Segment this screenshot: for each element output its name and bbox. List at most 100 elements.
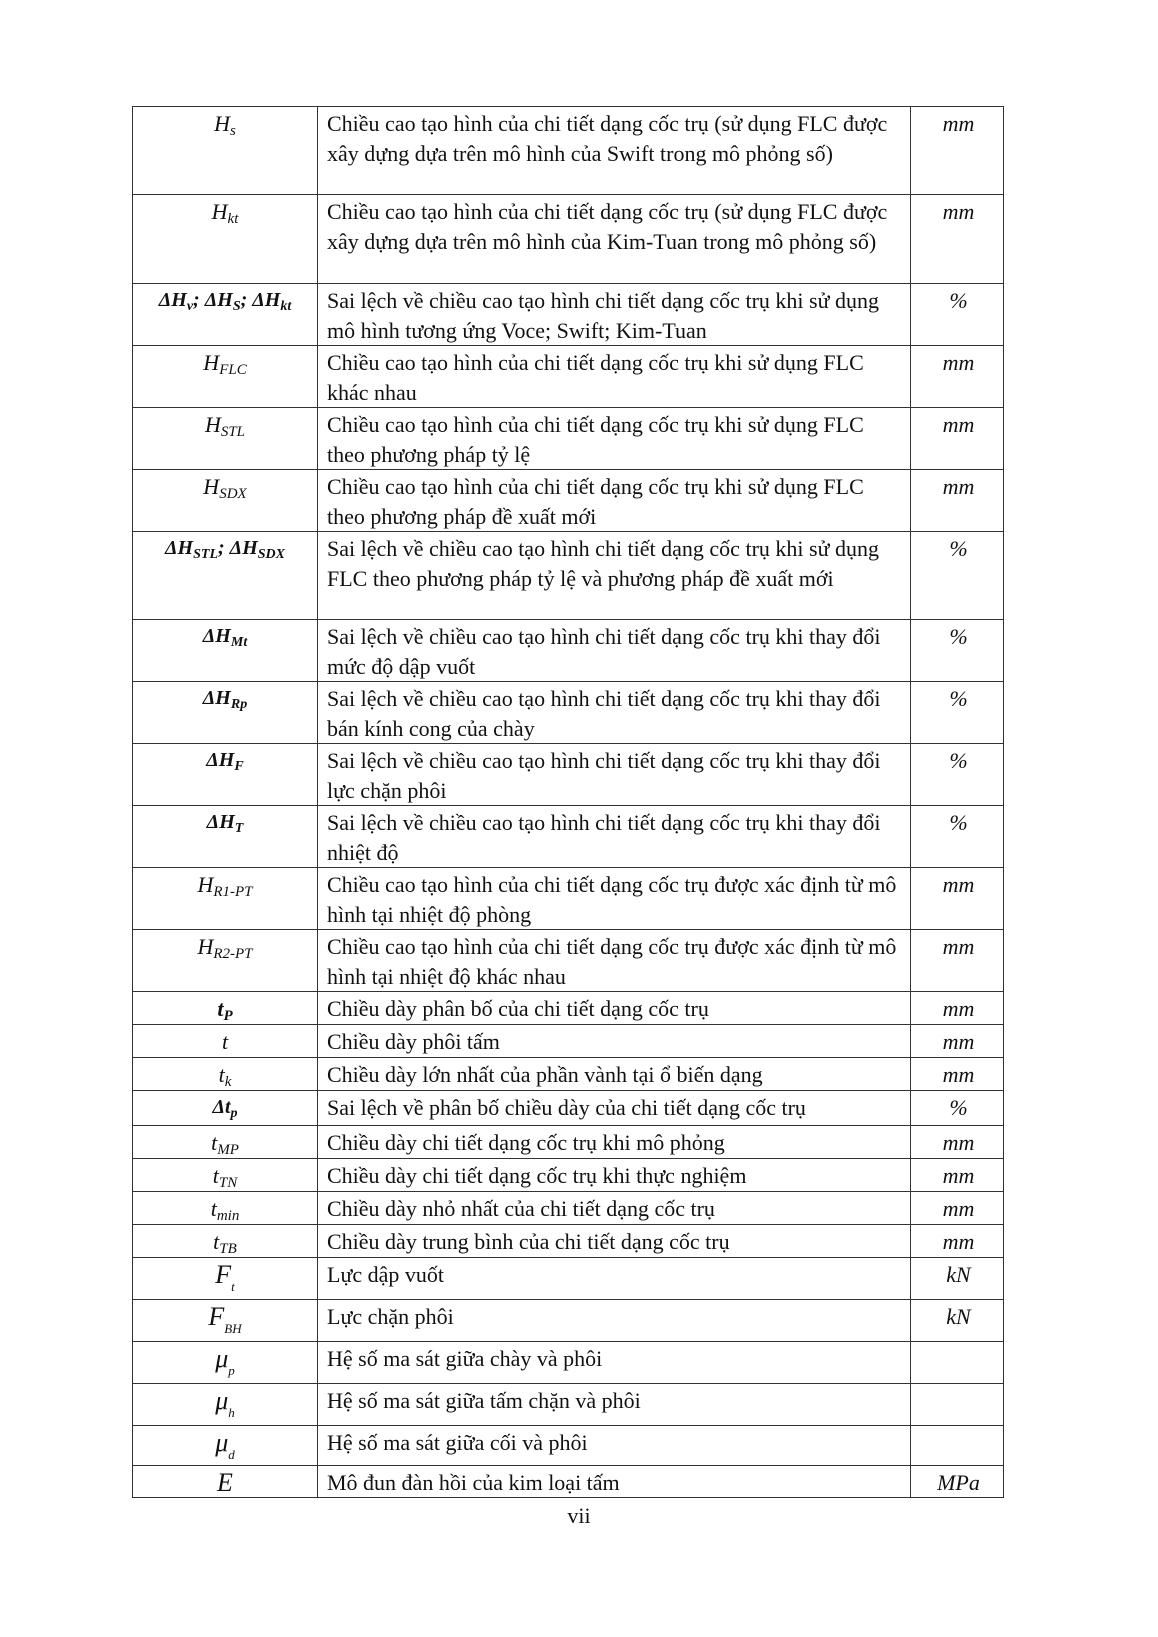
- table-row: Ft Lực dập vuốt kN: [132, 1256, 1004, 1300]
- symbol-subscript: kt: [227, 211, 239, 227]
- symbol-cell: Hkt: [132, 194, 318, 284]
- symbol-cell: tTN: [132, 1157, 318, 1192]
- symbol-cell: μd: [132, 1424, 318, 1466]
- symbol-subscript: SDX: [257, 547, 285, 562]
- symbol-cell: ΔHRp: [132, 681, 318, 744]
- symbol-subscript: p: [228, 1362, 235, 1378]
- symbol-base: t: [211, 1129, 218, 1155]
- description-cell: Sai lệch về phân bố chiều dày của chi ti…: [317, 1089, 911, 1126]
- symbol-base: H: [203, 350, 220, 375]
- symbol-cell: tP: [132, 991, 318, 1025]
- description-cell: Chiều dày nhỏ nhất của chi tiết dạng cốc…: [317, 1190, 911, 1225]
- symbol-base: μ: [215, 1427, 229, 1457]
- unit-cell: %: [910, 283, 1004, 346]
- unit-cell: %: [910, 1089, 1004, 1126]
- symbol-cell: HSDX: [132, 469, 318, 532]
- symbol-base: ΔH: [202, 687, 231, 709]
- symbol-base: F: [208, 1301, 225, 1331]
- description-cell: Lực dập vuốt: [317, 1256, 911, 1300]
- unit-cell: [910, 1424, 1004, 1466]
- symbol-cell: Δtp: [132, 1089, 318, 1126]
- symbol-base: t: [218, 1061, 225, 1087]
- unit-cell: mm: [910, 407, 1004, 470]
- table-row: HSTL Chiều cao tạo hình của chi tiết dạng…: [132, 407, 1004, 470]
- symbol-base: ΔH: [206, 749, 235, 771]
- unit-cell: [910, 1340, 1004, 1384]
- unit-cell: mm: [910, 469, 1004, 532]
- symbol-cell: ΔHv; ΔHS; ΔHkt: [132, 283, 318, 346]
- symbol-base: H: [203, 474, 220, 499]
- unit-cell: mm: [910, 1024, 1004, 1058]
- symbol-subscript: min: [216, 1207, 240, 1224]
- symbol-subscript: MP: [217, 1141, 239, 1158]
- symbol-base: E: [217, 1467, 233, 1497]
- description-cell: Hệ số ma sát giữa cối và phôi: [317, 1424, 911, 1466]
- symbol-base: ΔH: [165, 537, 194, 559]
- table-row: tTB Chiều dày trung bình của chi tiết dạn…: [132, 1223, 1004, 1258]
- table-row: ΔHRp Sai lệch về chiều cao tạo hình chi t…: [132, 681, 1004, 744]
- symbol-base: t: [221, 1029, 229, 1054]
- unit-cell: %: [910, 619, 1004, 682]
- symbol-base: t: [213, 1228, 220, 1254]
- unit-cell: kN: [910, 1256, 1004, 1300]
- symbol-subscript: FLC: [219, 362, 247, 378]
- description-cell: Chiều cao tạo hình của chi tiết dạng cốc…: [317, 469, 911, 532]
- table-row: ΔHT Sai lệch về chiều cao tạo hình chi ti…: [132, 805, 1004, 868]
- description-cell: Sai lệch về chiều cao tạo hình chi tiết …: [317, 619, 911, 682]
- symbol-subscript: k: [224, 1073, 232, 1090]
- description-cell: Hệ số ma sát giữa tấm chặn và phôi: [317, 1382, 911, 1426]
- symbol-cell: FBH: [132, 1298, 318, 1342]
- description-cell: Chiều dày phân bố của chi tiết dạng cốc …: [317, 991, 911, 1025]
- table-row: HR2-PT Chiều cao tạo hình của chi tiết dạ…: [132, 929, 1004, 992]
- description-cell: Chiều dày trung bình của chi tiết dạng c…: [317, 1223, 911, 1258]
- description-cell: Chiều dày chi tiết dạng cốc trụ khi thực…: [317, 1157, 911, 1192]
- symbol-base: F: [215, 1259, 232, 1289]
- symbol-base: Δt: [212, 1095, 231, 1118]
- symbol-cell: ΔHF: [132, 743, 318, 806]
- symbol-cell: t: [132, 1024, 318, 1058]
- unit-cell: mm: [910, 194, 1004, 284]
- symbol-subscript: F: [234, 759, 244, 774]
- table-row: E Mô đun đàn hồi của kim loại tấm MPa: [132, 1464, 1004, 1498]
- symbol-base: μ: [215, 1343, 229, 1373]
- symbol-base: ; ΔH: [240, 289, 281, 311]
- table-row: tP Chiều dày phân bố của chi tiết dạng cố…: [132, 991, 1004, 1025]
- symbol-base: t: [217, 996, 224, 1021]
- symbol-subscript: R1-PT: [213, 884, 253, 900]
- symbol-base: H: [211, 199, 228, 224]
- unit-cell: mm: [910, 345, 1004, 408]
- symbol-subscript: h: [228, 1404, 235, 1420]
- symbol-cell: tMP: [132, 1124, 318, 1159]
- description-cell: Chiều cao tạo hình của chi tiết dạng cốc…: [317, 929, 911, 992]
- symbol-base: ; ΔH: [218, 537, 258, 559]
- table-row: HR1-PT Chiều cao tạo hình của chi tiết dạ…: [132, 867, 1004, 930]
- description-cell: Chiều cao tạo hình của chi tiết dạng cốc…: [317, 407, 911, 470]
- unit-cell: mm: [910, 991, 1004, 1025]
- symbol-subscript: P: [223, 1008, 233, 1024]
- symbol-base: μ: [215, 1385, 229, 1415]
- symbol-base: t: [212, 1162, 219, 1188]
- description-cell: Chiều cao tạo hình của chi tiết dạng cốc…: [317, 345, 911, 408]
- unit-cell: kN: [910, 1298, 1004, 1342]
- symbol-subscript: t: [231, 1278, 235, 1294]
- symbol-table: Hs Chiều cao tạo hình của chi tiết dạng c…: [132, 106, 1004, 1498]
- table-row: Δtp Sai lệch về phân bố chiều dày của chi…: [132, 1089, 1004, 1126]
- description-cell: Hệ số ma sát giữa chày và phôi: [317, 1340, 911, 1384]
- symbol-base: ΔH: [158, 289, 187, 311]
- unit-cell: %: [910, 681, 1004, 744]
- symbol-cell: ΔHMt: [132, 619, 318, 682]
- table-row: tk Chiều dày lớn nhất của phần vành tại ổ…: [132, 1056, 1004, 1091]
- table-row: μh Hệ số ma sát giữa tấm chặn và phôi: [132, 1382, 1004, 1426]
- symbol-subscript: BH: [224, 1320, 242, 1336]
- symbol-base: H: [197, 934, 214, 959]
- symbol-subscript: S: [232, 299, 241, 314]
- description-cell: Sai lệch về chiều cao tạo hình chi tiết …: [317, 531, 911, 620]
- unit-cell: mm: [910, 106, 1004, 195]
- symbol-base: H: [204, 412, 221, 437]
- symbol-cell: ΔHSTL; ΔHSDX: [132, 531, 318, 620]
- symbol-subscript: Rp: [230, 697, 248, 712]
- description-cell: Sai lệch về chiều cao tạo hình chi tiết …: [317, 283, 911, 346]
- symbol-subscript: kt: [280, 299, 292, 314]
- symbol-cell: Ft: [132, 1256, 318, 1300]
- description-cell: Lực chặn phôi: [317, 1298, 911, 1342]
